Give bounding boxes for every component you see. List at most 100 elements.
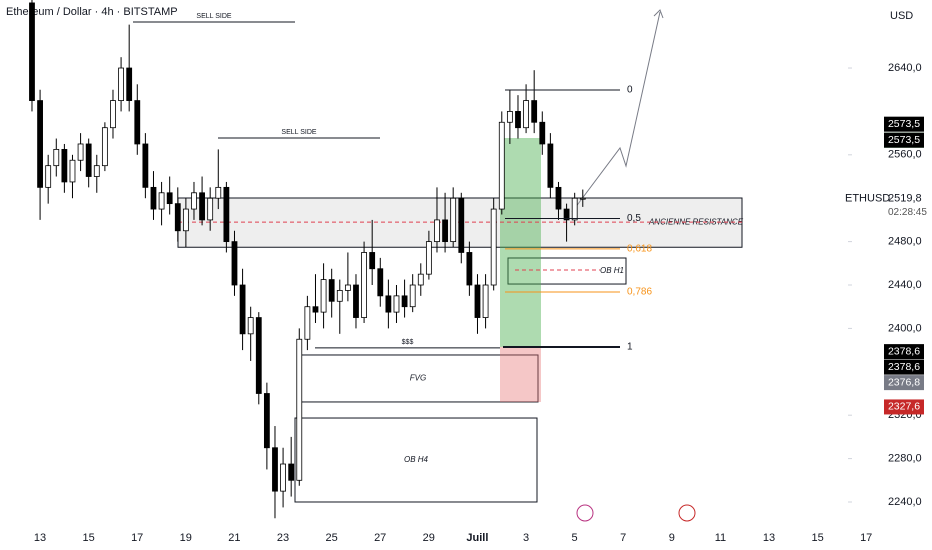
level-label: 0,786: [627, 287, 652, 298]
candle-body: [482, 284, 489, 318]
candle-body: [280, 463, 286, 492]
candle-body: [215, 186, 222, 199]
event-icon[interactable]: [576, 504, 594, 522]
candle-body: [272, 447, 278, 492]
candle-body: [37, 100, 43, 188]
candle-body: [255, 317, 262, 394]
price-label: 2327,6: [888, 401, 920, 413]
x-tick-label: 11: [715, 532, 726, 544]
price-label: 2378,6: [888, 345, 920, 357]
price-label: 2573,5: [888, 134, 920, 146]
candle-body: [579, 197, 586, 200]
candle-body: [207, 197, 214, 221]
candle-body: [466, 252, 473, 286]
x-tick-label: 25: [325, 532, 337, 544]
x-tick-label: 23: [277, 532, 289, 544]
candle-body: [369, 252, 376, 270]
x-tick-label: Juill: [466, 532, 488, 544]
zone-label: OB H1: [600, 266, 624, 275]
candle-body: [498, 121, 505, 210]
candle-body: [191, 192, 197, 210]
candle-body: [393, 295, 400, 313]
candle-body: [126, 67, 133, 101]
candle-body: [442, 219, 448, 243]
arrow-head: [653, 9, 664, 19]
candle-body: [142, 143, 149, 188]
candle-body: [401, 295, 408, 308]
countdown: 02:28:45: [888, 207, 927, 218]
candle-body: [409, 284, 416, 308]
x-tick-label: 17: [131, 532, 143, 544]
candle-body: [555, 186, 562, 210]
candle-body: [547, 143, 554, 188]
zone: [294, 417, 538, 503]
candle-body: [320, 279, 327, 313]
x-tick-label: 27: [374, 532, 386, 544]
x-tick-label: 15: [811, 532, 823, 544]
x-tick-label: 5: [572, 532, 578, 544]
chart-title: Ethereum / Dollar · 4h · BITSTAMP: [6, 6, 178, 18]
candle-body: [29, 2, 35, 101]
x-tick-label: 29: [423, 532, 435, 544]
candle-body: [93, 165, 100, 177]
candle-body: [312, 306, 319, 313]
candle-body: [304, 306, 311, 340]
x-tick-label: 17: [860, 532, 872, 544]
candle-body: [336, 290, 343, 302]
candle-body: [434, 219, 440, 243]
event-icon[interactable]: [678, 504, 696, 522]
price-label-box: [884, 344, 924, 360]
candle-body: [134, 100, 141, 145]
y-tick-label: 2240,0: [888, 496, 922, 508]
candle-body: [247, 317, 254, 335]
candle-body: [490, 208, 497, 286]
candle-body: [353, 284, 359, 318]
candle-body: [506, 111, 513, 123]
candle-body: [101, 127, 108, 167]
candle-body: [523, 100, 529, 129]
candle-body: [263, 393, 270, 449]
candle-body: [53, 148, 60, 167]
price-label-box: [884, 116, 924, 132]
symbol-label: ETHUSD: [845, 192, 890, 204]
price-label-box: [884, 132, 924, 148]
y-tick-label: 2640,0: [888, 62, 922, 74]
candle-body: [69, 159, 76, 183]
candle-body: [450, 197, 457, 243]
y-tick-label: 2560,0: [888, 149, 922, 161]
price-label: 2376,8: [888, 376, 920, 388]
candle-body: [45, 165, 52, 188]
candle-body: [174, 203, 181, 232]
level-label: 1: [627, 342, 633, 353]
candle-body: [77, 143, 84, 161]
candle-body: [344, 284, 351, 291]
candle-body: [239, 284, 246, 335]
candle-body: [288, 463, 295, 481]
candle-body: [563, 208, 570, 221]
level-label: 0,618: [627, 244, 652, 255]
price-label-box: [884, 359, 924, 375]
price-label: 2378,6: [888, 361, 920, 373]
price-label: 2573,5: [888, 118, 920, 130]
y-tick-label: 2400,0: [888, 322, 922, 334]
zone-label: ANCIENNE RESISTANCE: [648, 218, 744, 227]
candle-body: [150, 186, 157, 210]
y-tick-label: 2440,0: [888, 279, 922, 291]
x-tick-label: 21: [228, 532, 240, 544]
level-label: SELL SIDE: [281, 129, 316, 136]
level-label: 0: [627, 85, 633, 96]
candle-body: [474, 284, 481, 318]
candle-body: [571, 197, 578, 221]
position-target: [500, 138, 541, 347]
x-tick-label: 7: [620, 532, 626, 544]
candle-body: [385, 295, 392, 313]
level-label: 0,5: [627, 213, 641, 224]
candle-body: [458, 197, 465, 253]
x-tick-label: 15: [82, 532, 94, 544]
candle-body: [182, 208, 189, 232]
level-label: $$$: [402, 339, 414, 346]
candle-body: [328, 279, 335, 302]
position-stop: [500, 346, 541, 402]
